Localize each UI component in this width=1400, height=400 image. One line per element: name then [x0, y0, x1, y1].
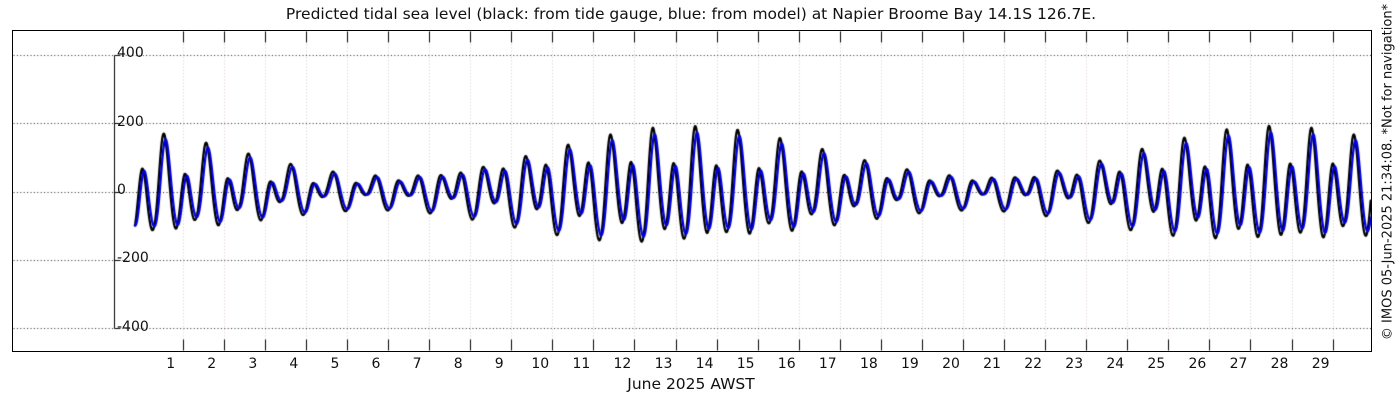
plot-area [12, 30, 1372, 352]
x-tick-label: 15 [736, 356, 755, 372]
x-tick-label: 18 [859, 356, 878, 372]
x-tick-label: 23 [1065, 356, 1084, 372]
copyright-watermark: © IMOS 05-Jun-2025 21:34:08. *Not for na… [1380, 3, 1396, 341]
x-tick-label: 29 [1311, 356, 1330, 372]
x-tick-label: 26 [1188, 356, 1207, 372]
x-tick-label: 24 [1106, 356, 1125, 372]
x-tick-label: 1 [166, 356, 176, 372]
x-tick-label: 19 [901, 356, 919, 372]
x-tick-label: 9 [494, 356, 504, 372]
x-tick-label: 28 [1270, 356, 1289, 372]
x-tick-label: 21 [983, 356, 1001, 372]
tide-curves-canvas [13, 31, 1371, 351]
x-tick-label: 20 [942, 356, 960, 372]
x-tick-label: 25 [1147, 356, 1166, 372]
x-tick-label: 16 [777, 356, 796, 372]
y-tick-label: -200 [117, 250, 149, 267]
x-tick-label: 22 [1024, 356, 1043, 372]
x-tick-label: 4 [289, 356, 299, 372]
x-tick-label: 7 [412, 356, 422, 372]
x-tick-label: 5 [330, 356, 340, 372]
x-axis-label: June 2025 AWST [627, 375, 755, 393]
x-tick-label: 14 [695, 356, 714, 372]
y-tick-label: 200 [117, 113, 144, 130]
chart-title: Predicted tidal sea level (black: from t… [285, 5, 1097, 23]
x-tick-label: 10 [531, 356, 550, 372]
x-tick-label: 2 [207, 356, 217, 372]
x-tick-label: 27 [1229, 356, 1248, 372]
y-tick-label: 400 [117, 45, 144, 62]
x-tick-label: 17 [818, 356, 837, 372]
y-tick-label: -400 [117, 318, 149, 335]
y-tick-label: 0 [117, 182, 126, 198]
x-tick-label: 8 [453, 356, 463, 372]
x-tick-label: 11 [572, 356, 591, 372]
x-tick-label: 3 [248, 356, 258, 372]
x-tick-label: 6 [371, 356, 381, 372]
x-tick-label: 13 [654, 356, 673, 372]
x-tick-label: 12 [613, 356, 632, 372]
